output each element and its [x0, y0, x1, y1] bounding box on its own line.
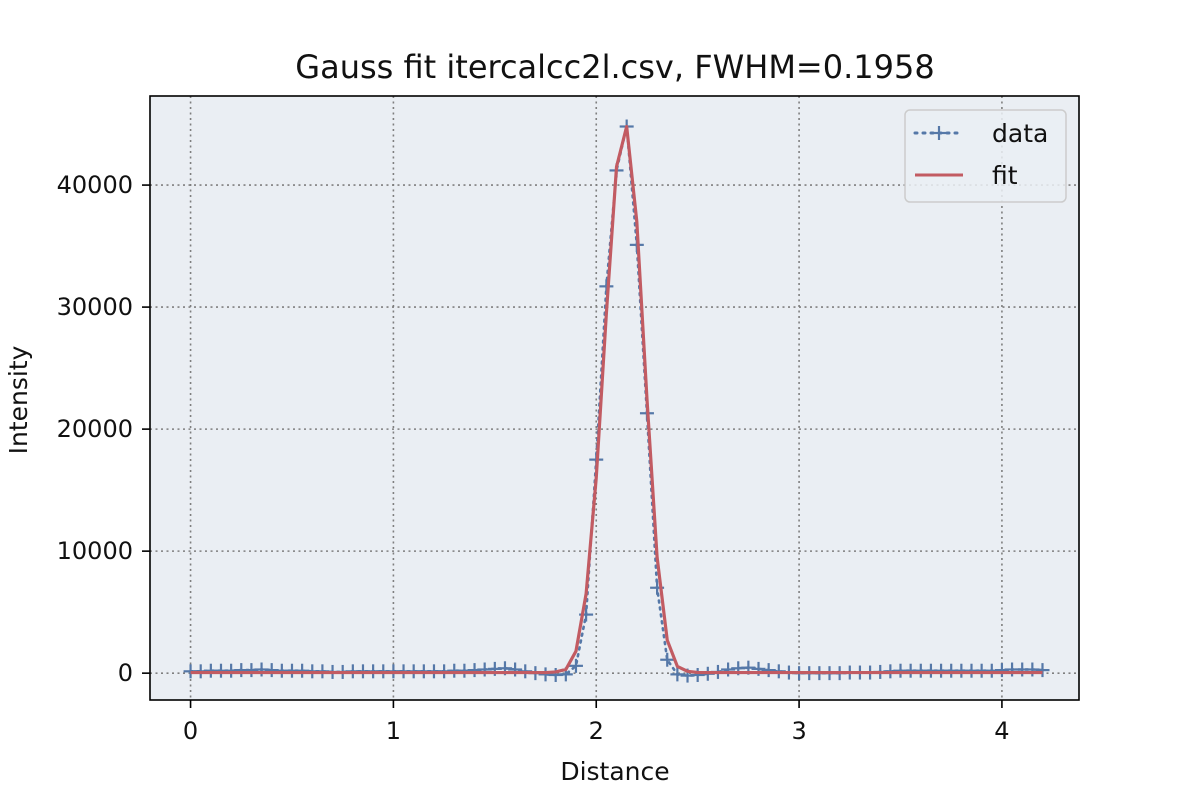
- data-point: [761, 663, 776, 678]
- x-axis-label: Distance: [560, 757, 669, 786]
- y-tick-label: 40000: [57, 171, 133, 199]
- data-point: [660, 652, 675, 667]
- axes-frame: [149, 95, 1080, 701]
- y-tick-label: 10000: [57, 537, 133, 565]
- legend-data-label: data: [992, 119, 1048, 148]
- data-point: [568, 658, 583, 673]
- y-axis: 0 10000 20000 30000 40000: [57, 171, 150, 687]
- data-point: [508, 662, 523, 677]
- x-tick-label: 4: [994, 717, 1009, 745]
- y-axis-label: Intensity: [4, 345, 33, 454]
- data-point: [1035, 663, 1050, 678]
- data-point: [721, 662, 736, 677]
- y-tick-label: 0: [118, 659, 133, 687]
- x-axis: 0 1 2 3 4: [183, 700, 1010, 745]
- legend-data-marker: [932, 126, 946, 140]
- x-tick-label: 0: [183, 717, 198, 745]
- y-tick-label: 20000: [57, 415, 133, 443]
- x-tick-label: 1: [386, 717, 401, 745]
- series-layer: [183, 119, 1050, 683]
- data-point: [690, 667, 705, 682]
- fit-series-line: [190, 124, 1043, 675]
- chart-title: Gauss fit itercalcc2l.csv, FWHM=0.1958: [295, 48, 934, 86]
- legend-fit-label: fit: [992, 161, 1018, 190]
- x-tick-label: 3: [791, 717, 806, 745]
- x-tick-label: 2: [589, 717, 604, 745]
- data-point: [670, 667, 685, 682]
- y-tick-label: 30000: [57, 293, 133, 321]
- legend: data fit: [904, 109, 1067, 203]
